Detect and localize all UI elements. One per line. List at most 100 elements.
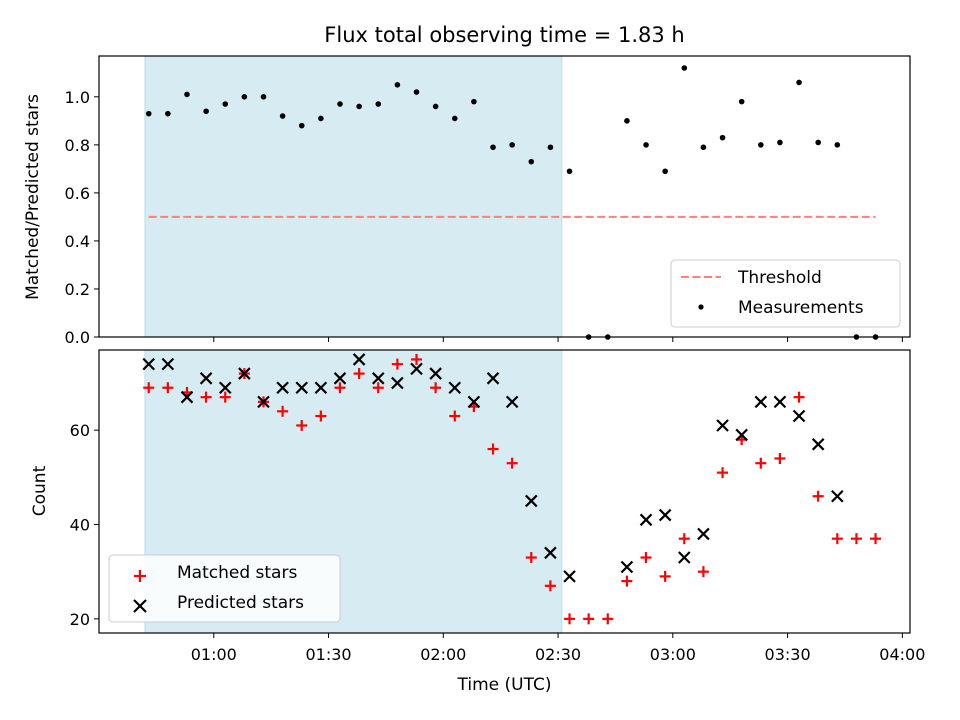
measurement-point (777, 139, 783, 146)
measurement-point (796, 79, 802, 86)
predicted-star-point (467, 395, 481, 409)
x-tick-label: 04:00 (879, 645, 925, 664)
predicted-star-point (831, 489, 844, 503)
predicted-star-point (544, 546, 557, 560)
measurement-point (241, 94, 248, 100)
x-tick-label: 02:30 (535, 645, 581, 664)
matched-star-point (870, 533, 882, 545)
measurement-point (528, 158, 535, 165)
x-tick-label: 03:00 (650, 645, 696, 664)
x-tick-label: 01:00 (191, 645, 237, 664)
measurement-point (279, 113, 286, 119)
predicted-star-point (276, 381, 289, 395)
predicted-star-point (199, 372, 213, 385)
matched-star-point (564, 613, 576, 625)
top-legend-box (670, 259, 901, 328)
predicted-star-point (352, 353, 366, 366)
predicted-stars-legend-label: Predicted stars (177, 593, 304, 613)
measurement-point (413, 89, 420, 95)
matched-star-point (583, 613, 595, 625)
measurement-point (738, 98, 745, 105)
predicted-stars-legend-swatch (133, 599, 147, 613)
top-y-tick-label: 0.2 (65, 280, 90, 299)
predicted-star-point (658, 508, 672, 522)
bottom-y-tick-label: 40 (70, 516, 90, 535)
predicted-star-point (448, 381, 462, 395)
matched-star-point (678, 533, 690, 545)
measurement-point (337, 101, 343, 107)
matched-star-point (697, 566, 709, 578)
matched-star-point (525, 552, 537, 564)
measurement-point (432, 103, 439, 110)
predicted-star-point (811, 438, 825, 451)
predicted-star-point (218, 381, 232, 395)
matched-star-point (296, 419, 308, 431)
measurement-point (509, 142, 515, 148)
x-axis-label: Time (UTC) (457, 675, 552, 695)
measurement-point (815, 139, 821, 146)
measurement-point (662, 168, 668, 175)
top-y-axis-label: Matched/Predicted stars (23, 94, 43, 300)
matched-star-point (391, 358, 403, 370)
bottom-plot-frame (98, 349, 911, 634)
predicted-star-point (716, 419, 729, 432)
bottom-legend-box (108, 554, 341, 623)
bottom-legend: Matched stars Predicted stars (108, 554, 341, 623)
measurement-point (222, 101, 229, 107)
matched-star-point (774, 452, 786, 464)
matched-star-point (621, 575, 633, 587)
threshold-legend-label: Threshold (737, 268, 822, 288)
predicted-star-point (410, 362, 423, 376)
predicted-star-point (314, 381, 328, 395)
matched-star-point (544, 580, 556, 592)
measurement-point (318, 115, 324, 122)
predicted-star-point (678, 551, 691, 564)
measurements-legend-swatch (698, 304, 704, 310)
matched-star-point (793, 391, 805, 403)
predicted-star-point (563, 570, 576, 583)
observing-interval-shade (144, 55, 563, 338)
predicted-star-point (505, 395, 519, 409)
predicted-star-point (639, 513, 653, 527)
measurement-point (471, 98, 477, 105)
predicted-star-point (486, 372, 500, 385)
matched-star-point (411, 353, 423, 365)
matched-star-point (430, 382, 442, 394)
predicted-star-point (142, 357, 156, 371)
matched-star-point (315, 410, 327, 422)
matched-stars-legend-label: Matched stars (177, 563, 297, 583)
measurement-point (700, 144, 707, 151)
matched-star-point (850, 533, 862, 545)
top-y-tick-label: 0.8 (65, 136, 90, 155)
predicted-star-point (620, 560, 634, 574)
predicted-star-point (180, 390, 194, 404)
predicted-star-point (371, 372, 385, 385)
predicted-star-point (525, 494, 538, 508)
matched-star-point (353, 368, 365, 380)
measurement-point (184, 91, 190, 98)
predicted-star-point (238, 367, 251, 380)
matched-star-point (219, 391, 231, 403)
predicted-star-point (429, 367, 442, 380)
x-tick-label: 03:30 (765, 645, 811, 664)
predicted-star-point (697, 527, 710, 541)
matched-stars-legend-swatch (134, 570, 146, 582)
measurement-point (681, 65, 688, 71)
matched-star-point (487, 443, 499, 455)
top-y-tick-label: 1.0 (65, 88, 90, 107)
matched-star-point (506, 457, 518, 469)
bottom-y-tick-label: 20 (70, 610, 90, 629)
predicted-star-point (333, 372, 347, 385)
x-tick-label: 01:30 (305, 645, 351, 664)
measurement-point (298, 122, 305, 129)
predicted-star-point (295, 381, 309, 395)
chart-title: Flux total observing time = 1.83 h (324, 23, 684, 47)
matched-star-point (659, 570, 671, 582)
matched-star-point (162, 382, 174, 394)
top-y-tick-label: 0.6 (65, 184, 90, 203)
measurement-point (566, 168, 573, 175)
measurement-point (834, 142, 841, 148)
predicted-star-point (257, 395, 270, 409)
matched-star-point (449, 410, 461, 422)
